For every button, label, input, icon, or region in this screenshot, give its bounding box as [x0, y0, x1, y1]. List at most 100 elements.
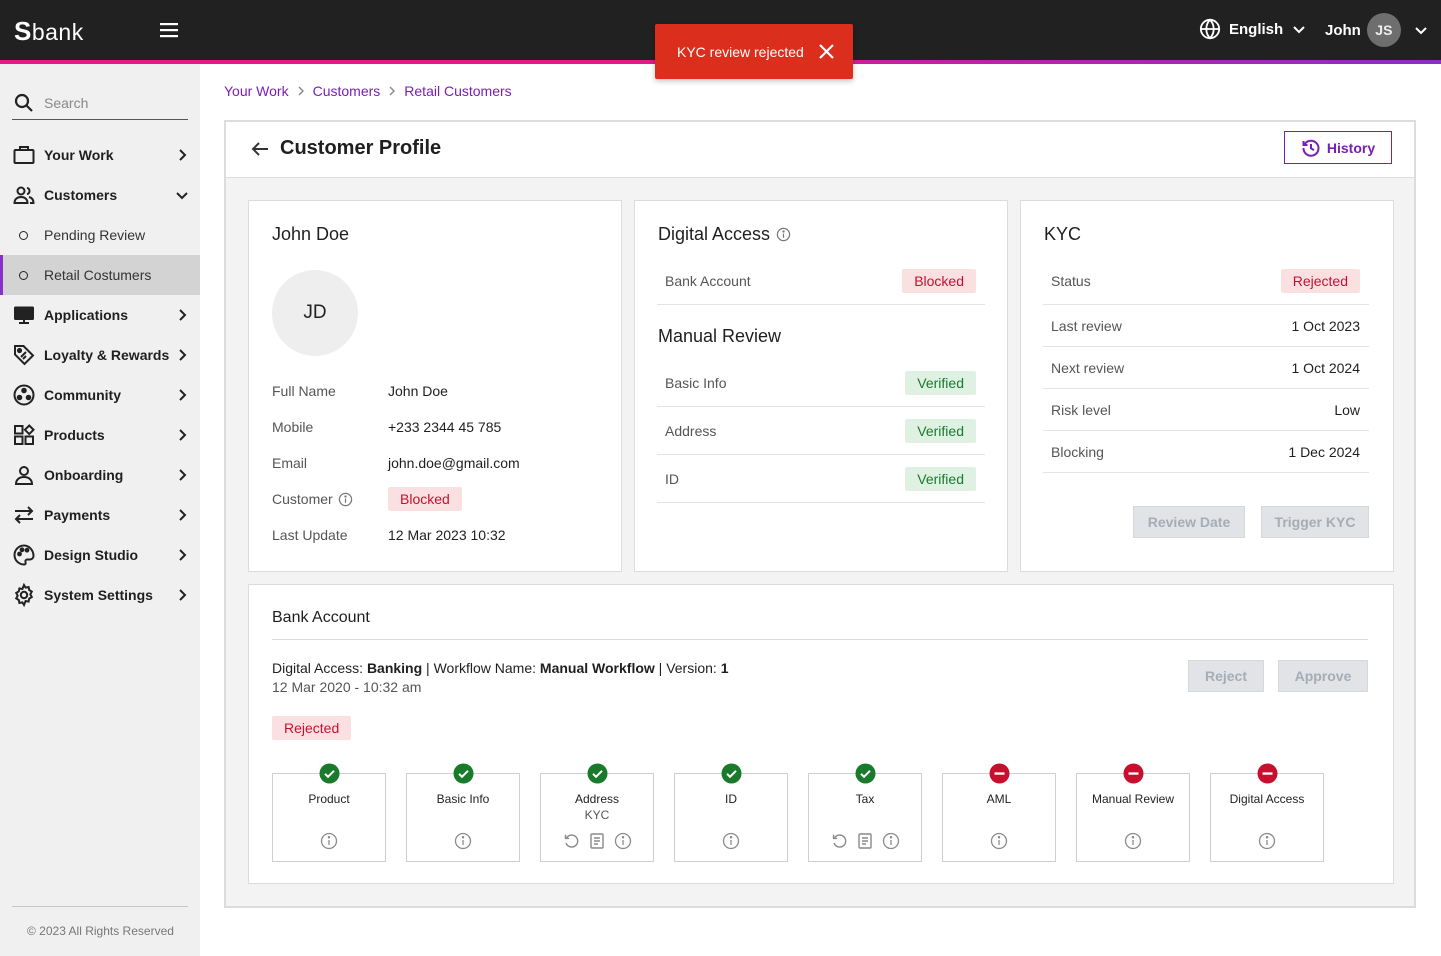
- step-actions: [407, 832, 519, 850]
- check-circle-icon: [587, 763, 608, 784]
- breadcrumb-customers[interactable]: Customers: [312, 83, 381, 99]
- step-actions: [675, 832, 787, 850]
- chevron-right-icon: [387, 86, 397, 96]
- sidebar-item-design-studio[interactable]: Design Studio: [0, 535, 200, 575]
- circle-icon: [19, 270, 28, 280]
- field-label-with-info: Customer: [272, 491, 388, 507]
- digital-access-card: Digital Access Bank Account Blocked Manu…: [634, 200, 1008, 572]
- info-icon[interactable]: [1124, 832, 1142, 850]
- chevron-right-icon: [174, 307, 190, 323]
- reject-button[interactable]: Reject: [1188, 660, 1264, 692]
- minus-circle-icon: [989, 763, 1010, 784]
- sidebar-item-community[interactable]: Community: [0, 375, 200, 415]
- bank-account-divider: [272, 639, 1368, 640]
- bank-account-title: Bank Account: [272, 609, 370, 626]
- sidebar-item-payments[interactable]: Payments: [0, 495, 200, 535]
- step-id[interactable]: ID: [674, 763, 788, 862]
- row-label: ID: [665, 470, 679, 487]
- sidebar: Your Work Customers Pending Review Retai…: [0, 64, 200, 956]
- users-icon: [12, 183, 36, 207]
- info-icon[interactable]: [882, 832, 900, 850]
- row-label: Status: [1051, 272, 1091, 289]
- check-circle-icon: [721, 763, 742, 784]
- row-basic-info: Basic Info Verified: [657, 359, 985, 407]
- language-selector[interactable]: English: [1199, 18, 1307, 40]
- chevron-right-icon: [174, 587, 190, 603]
- logo-s: S: [14, 16, 32, 46]
- step-product[interactable]: Product: [272, 763, 386, 862]
- minus-circle-icon: [1123, 763, 1144, 784]
- chevron-right-icon: [296, 86, 306, 96]
- chevron-down-icon: [1291, 21, 1307, 37]
- check-circle-icon: [453, 763, 474, 784]
- breadcrumb-retail-customers[interactable]: Retail Customers: [404, 83, 512, 99]
- history-button[interactable]: History: [1284, 131, 1392, 164]
- row-value: Low: [1334, 401, 1360, 418]
- step-basic-info[interactable]: Basic Info: [406, 763, 520, 862]
- user-menu[interactable]: John JS: [1325, 13, 1429, 47]
- row-label: Basic Info: [665, 374, 727, 391]
- history-label: History: [1326, 139, 1376, 156]
- sidebar-item-loyalty-rewards[interactable]: Loyalty & Rewards: [0, 335, 200, 375]
- info-icon[interactable]: [990, 832, 1008, 850]
- status-badge: Rejected: [1280, 268, 1360, 293]
- refresh-icon[interactable]: [830, 832, 848, 850]
- step-name: Address: [574, 792, 620, 806]
- workflow-status-badge: Rejected: [272, 716, 352, 740]
- step-actions: [1211, 832, 1323, 850]
- step-tax[interactable]: Tax: [808, 763, 922, 862]
- info-icon[interactable]: [776, 227, 791, 242]
- digital-access-heading: Digital Access: [658, 224, 791, 245]
- step-address[interactable]: Address KYC: [540, 763, 654, 862]
- transfer-icon: [12, 503, 36, 527]
- briefcase-icon: [12, 143, 36, 167]
- sidebar-item-products[interactable]: Products: [0, 415, 200, 455]
- workflow-value: Manual Workflow: [539, 660, 655, 676]
- sidebar-subitem-retail-costumers[interactable]: Retail Costumers: [0, 255, 200, 295]
- logo-text: bank: [31, 19, 84, 45]
- document-icon[interactable]: [588, 832, 606, 850]
- sidebar-subitem-pending-review[interactable]: Pending Review: [0, 215, 200, 255]
- refresh-icon[interactable]: [562, 832, 580, 850]
- customer-avatar: JD: [272, 270, 358, 356]
- info-icon[interactable]: [722, 832, 740, 850]
- sidebar-item-applications[interactable]: Applications: [0, 295, 200, 335]
- info-icon[interactable]: [614, 832, 632, 850]
- sidebar-item-system-settings[interactable]: System Settings: [0, 575, 200, 615]
- info-icon[interactable]: [320, 832, 338, 850]
- review-date-button[interactable]: Review Date: [1133, 506, 1245, 538]
- step-digital-access[interactable]: Digital Access: [1210, 763, 1324, 862]
- sidebar-item-onboarding[interactable]: Onboarding: [0, 455, 200, 495]
- step-subtitle: KYC: [584, 808, 610, 822]
- field-value: John Doe: [388, 383, 448, 399]
- step-aml[interactable]: AML: [942, 763, 1056, 862]
- user-icon: [12, 463, 36, 487]
- close-icon[interactable]: [818, 43, 835, 60]
- trigger-kyc-button[interactable]: Trigger KYC: [1261, 506, 1369, 538]
- workflow-info: Digital Access: Banking | Workflow Name:…: [272, 660, 728, 676]
- field-label: Mobile: [272, 419, 314, 435]
- arrow-left-icon[interactable]: [250, 139, 270, 159]
- info-icon[interactable]: [338, 492, 353, 507]
- breadcrumb-your-work[interactable]: Your Work: [224, 83, 289, 99]
- history-icon: [1301, 138, 1321, 158]
- row-label: Risk level: [1051, 401, 1111, 418]
- status-badge: Verified: [905, 370, 976, 395]
- sidebar-item-label: System Settings: [44, 587, 153, 603]
- sidebar-item-customers[interactable]: Customers: [0, 175, 200, 215]
- search-input[interactable]: [44, 94, 174, 111]
- hamburger-menu-icon[interactable]: [158, 19, 180, 41]
- info-icon[interactable]: [454, 832, 472, 850]
- step-manual-review[interactable]: Manual Review: [1076, 763, 1190, 862]
- step-actions: [541, 832, 653, 850]
- info-icon[interactable]: [1258, 832, 1276, 850]
- sidebar-item-label: Community: [44, 387, 121, 403]
- globe-icon: [1199, 18, 1221, 40]
- approve-button[interactable]: Approve: [1278, 660, 1368, 692]
- sidebar-item-your-work[interactable]: Your Work: [0, 135, 200, 175]
- customer-card: John Doe JD Full Name John Doe Mobile +2…: [248, 200, 622, 572]
- document-icon[interactable]: [856, 832, 874, 850]
- kyc-row-status: Status Rejected: [1043, 257, 1369, 305]
- chevron-down-icon: [174, 187, 190, 203]
